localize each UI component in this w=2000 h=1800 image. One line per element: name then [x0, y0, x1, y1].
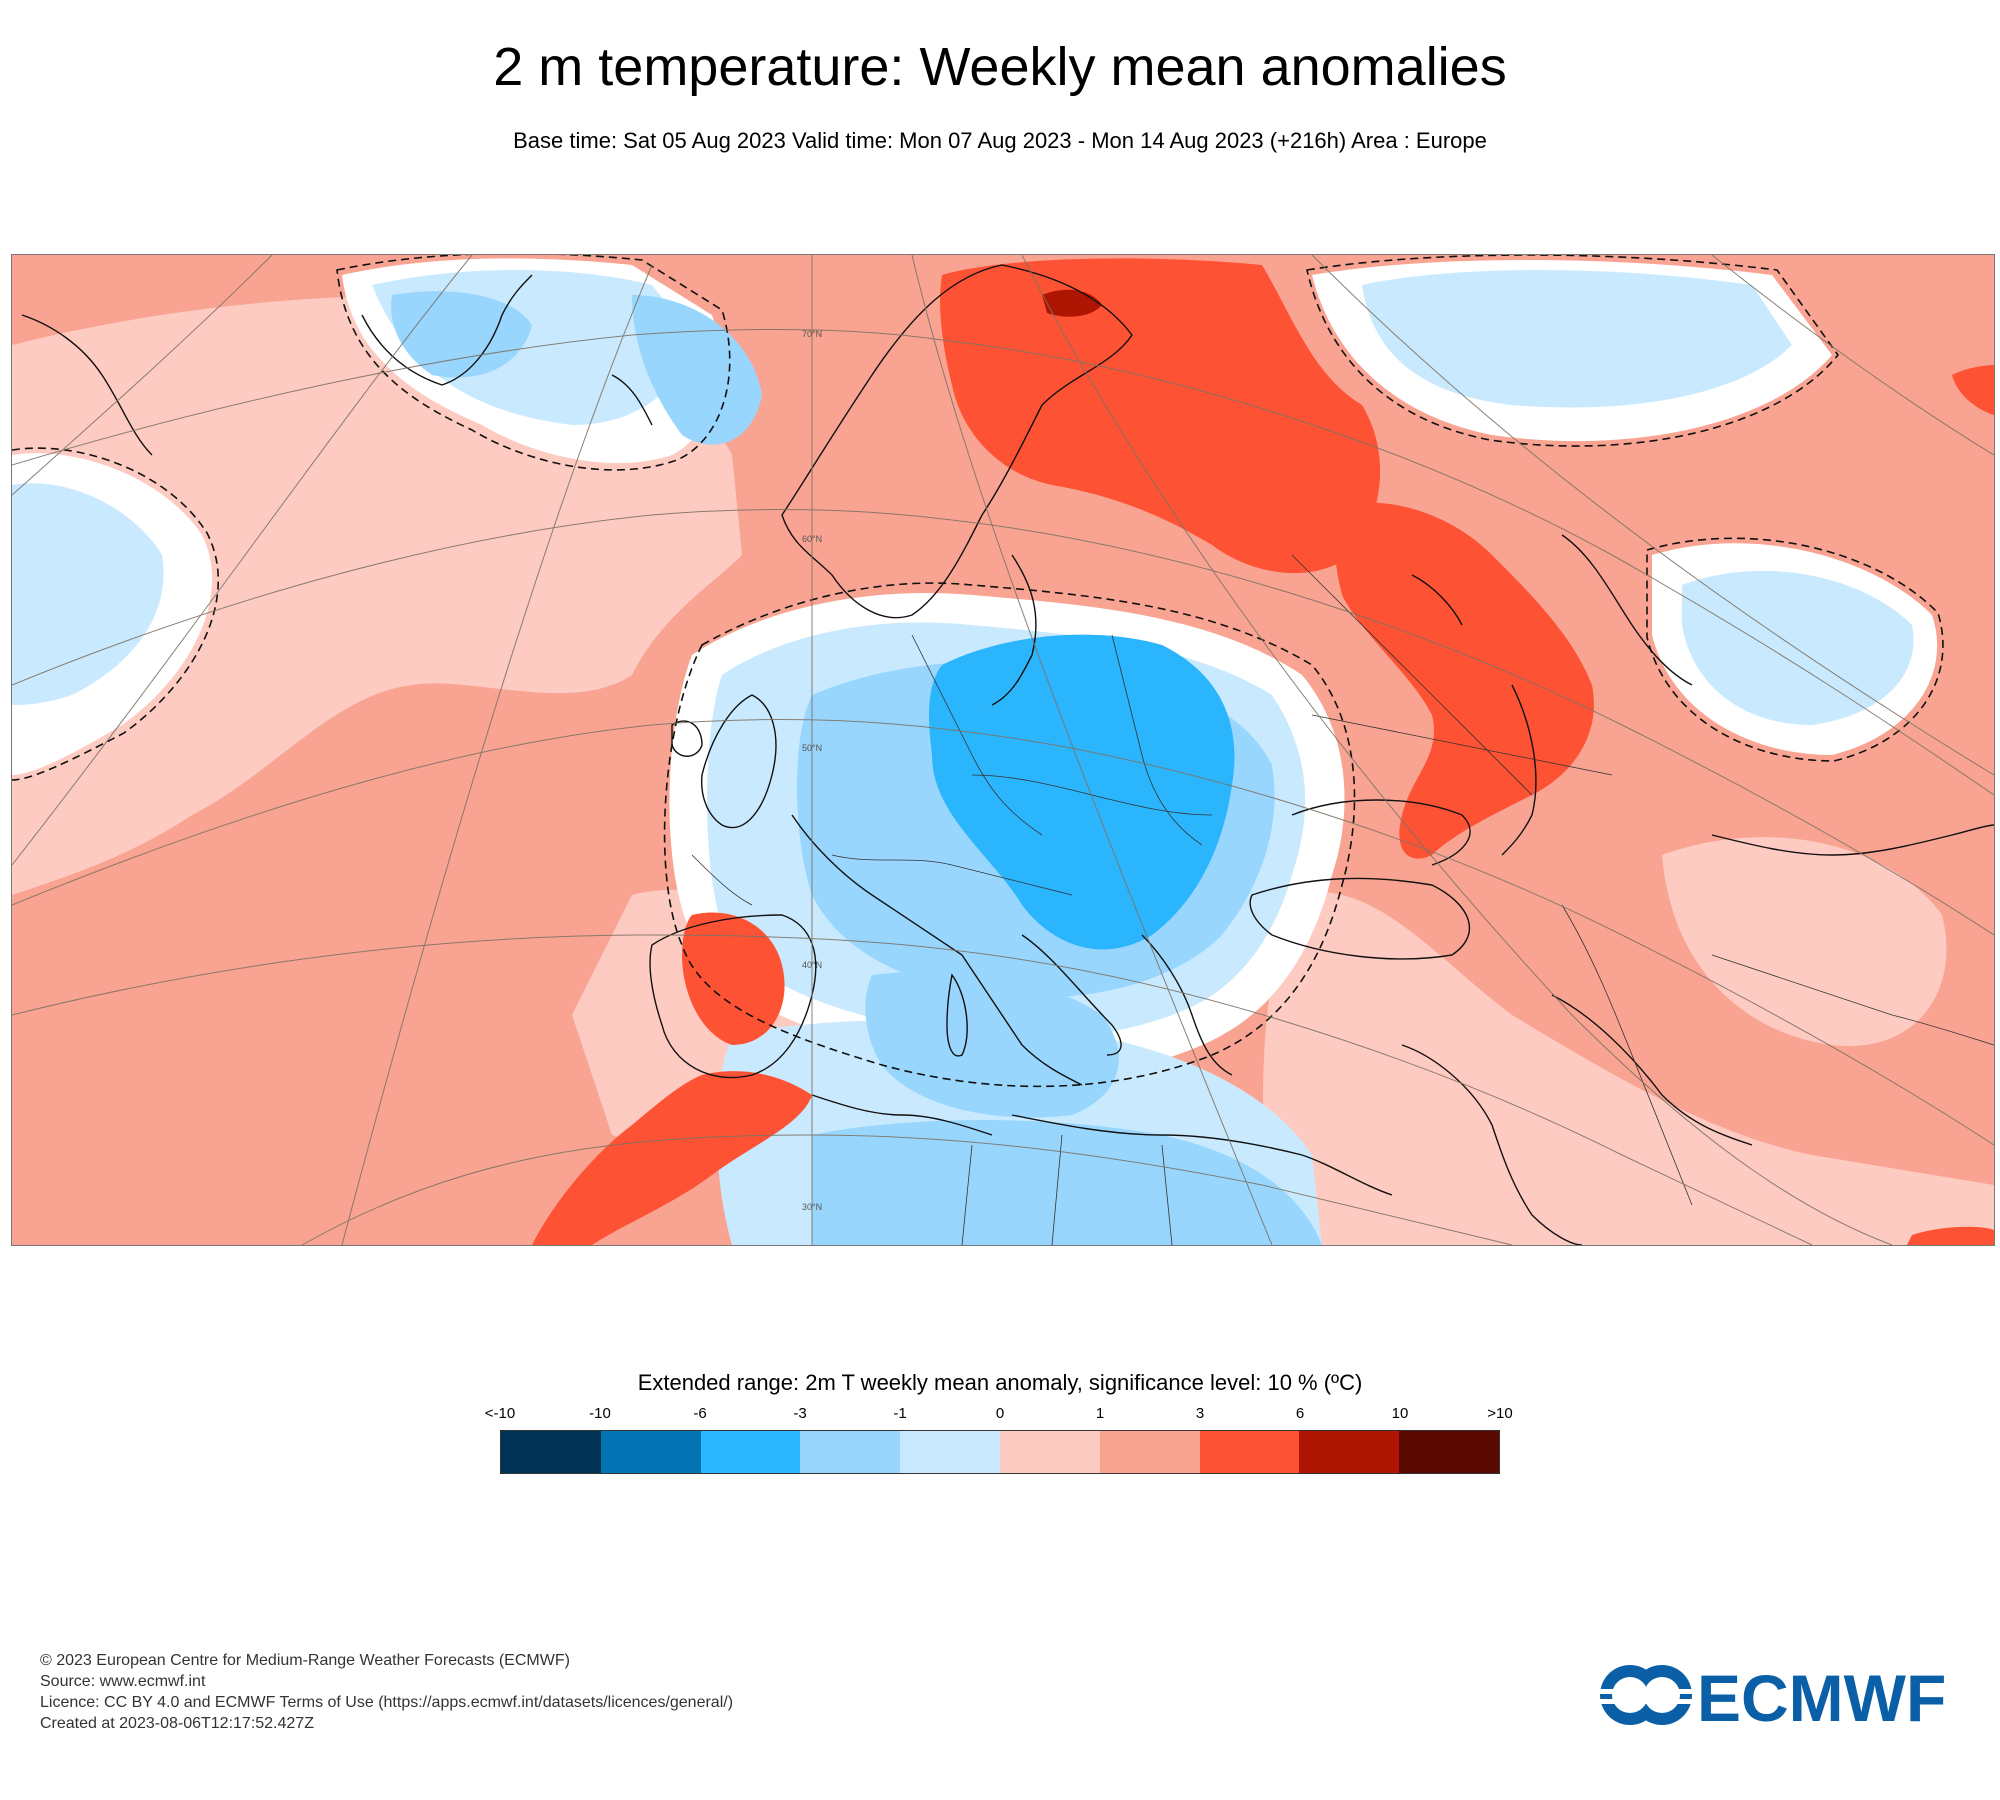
legend-color-box-7: [1199, 1431, 1300, 1473]
legend-tick: 3: [1195, 1405, 1205, 1422]
anomaly-strong-cold-central-europe: [929, 634, 1235, 950]
legend-tick: 1: [1095, 1405, 1105, 1422]
footer-copyright: © 2023 European Centre for Medium-Range …: [40, 1652, 570, 1669]
anomaly-very-warm-kola: [1042, 289, 1102, 317]
legend-color-box-9: [1399, 1431, 1499, 1473]
legend-color-box-4: [900, 1431, 1000, 1473]
legend-tick: 6: [1295, 1405, 1305, 1422]
legend-color-bar: [500, 1430, 1500, 1474]
anomaly-cold-central-mediterranean: [865, 971, 1119, 1118]
lat-label-70: 70°N: [802, 329, 822, 339]
ecmwf-logo: ECMWF: [1600, 1661, 1946, 1735]
anomaly-strong-warm-black-sea: [1334, 502, 1594, 859]
lat-label-50: 50°N: [802, 743, 822, 753]
legend-color-box-5: [999, 1431, 1100, 1473]
legend-tick: -1: [893, 1405, 907, 1422]
coastlines: [21, 264, 1994, 1245]
legend-tick: -10: [589, 1405, 611, 1422]
lat-label-40: 40°N: [802, 960, 822, 970]
map-svg: 70°N 60°N 50°N 40°N 30°N: [12, 255, 1994, 1245]
anomaly-weak-warm-east: [1263, 891, 1994, 1245]
legend-title: Extended range: 2m T weekly mean anomaly…: [637, 1370, 1363, 1395]
ecmwf-logo-text: ECMWF: [1697, 1661, 1946, 1735]
graticule: [12, 255, 1994, 1245]
page-subtitle: Base time: Sat 05 Aug 2023 Valid time: M…: [513, 128, 1487, 153]
legend-color-box-8: [1299, 1431, 1400, 1473]
lat-label-60: 60°N: [802, 534, 822, 544]
anomaly-map[interactable]: 70°N 60°N 50°N 40°N 30°N: [11, 254, 1995, 1246]
anomaly-strong-warm-scandinavia-russia: [940, 258, 1381, 574]
anomaly-cold-north-africa: [812, 1120, 1322, 1245]
anomaly-strong-warm-se-edge: [1907, 1226, 1994, 1245]
legend-color-box-0: [501, 1431, 601, 1473]
footer-source: Source: www.ecmwf.int: [40, 1673, 206, 1690]
legend-tick: -6: [693, 1405, 707, 1422]
anomaly-weak-cold-northeast: [1362, 270, 1792, 408]
legend-ticks: <-10 -10 -6 -3 -1 0 1 3 6 10 >10: [485, 1405, 1513, 1425]
lat-label-30: 30°N: [802, 1202, 822, 1212]
legend-color-box-2: [700, 1431, 801, 1473]
anomaly-weak-cold-west: [12, 483, 164, 705]
country-borders: [691, 554, 1994, 1245]
anomaly-strong-warm-morocco: [532, 1071, 812, 1245]
page-title: 2 m temperature: Weekly mean anomalies: [493, 37, 1507, 97]
anomaly-weak-warm-arabia: [1662, 837, 1947, 1047]
footer-credits: © 2023 European Centre for Medium-Range …: [40, 1650, 733, 1734]
legend-tick: <-10: [484, 1405, 516, 1422]
legend-tick: -3: [793, 1405, 807, 1422]
legend-color-box-1: [600, 1431, 701, 1473]
legend-color-box-3: [800, 1431, 901, 1473]
legend-tick: 0: [995, 1405, 1005, 1422]
footer-licence: Licence: CC BY 4.0 and ECMWF Terms of Us…: [40, 1694, 734, 1711]
anomaly-strong-warm-ne-edge: [1952, 365, 1994, 415]
legend-tick: >10: [1487, 1405, 1513, 1422]
legend-color-box-6: [1099, 1431, 1200, 1473]
footer-created: Created at 2023-08-06T12:17:52.427Z: [40, 1715, 314, 1732]
legend-tick: 10: [1391, 1405, 1409, 1422]
anomaly-strong-warm-iberia: [682, 912, 785, 1045]
